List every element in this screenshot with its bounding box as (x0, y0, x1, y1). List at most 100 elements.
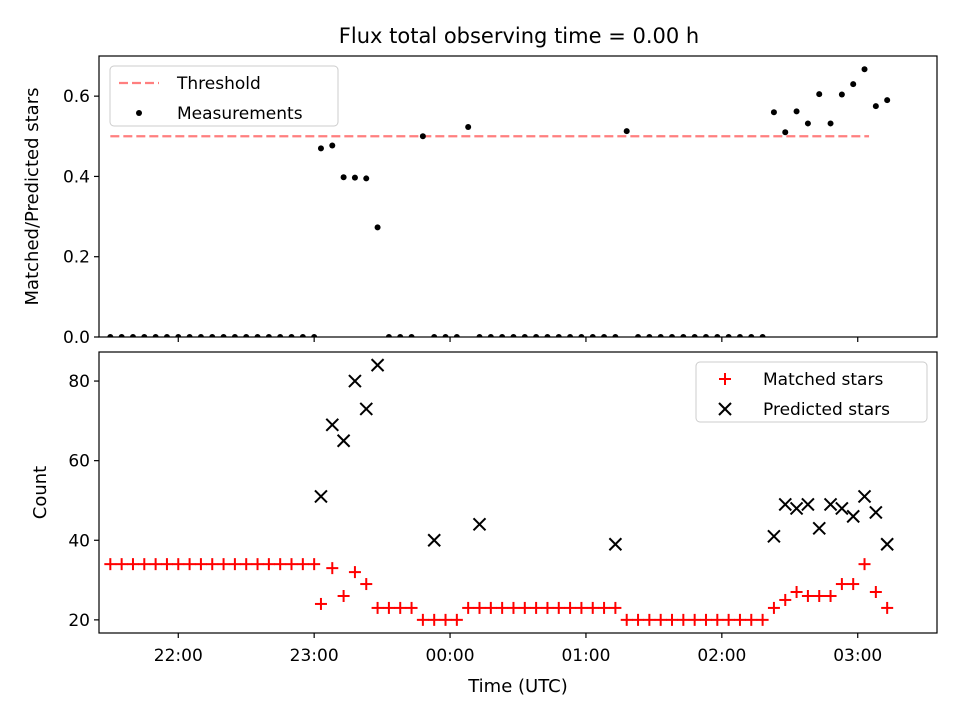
y-tick-label: 20 (68, 611, 90, 631)
matched-star-marker (371, 601, 384, 614)
predicted-star-marker-b (778, 497, 792, 512)
measurement-point (816, 91, 823, 98)
measurement-point (408, 334, 415, 337)
measurement-point (872, 103, 879, 110)
legend-label: Matched stars (763, 370, 883, 390)
legend: Threshold Measurements (109, 65, 339, 127)
predicted-star-marker-b (427, 533, 441, 547)
matched-star-marker (722, 613, 735, 626)
predicted-star-marker (846, 509, 860, 524)
matched-star-marker (507, 601, 520, 614)
y-axis-label: Matched/Predicted stars (22, 88, 43, 306)
matched-star-marker (745, 613, 758, 626)
matched-star-marker (654, 613, 667, 626)
predicted-star-marker (869, 505, 883, 520)
x-tick-label: 01:00 (561, 646, 610, 666)
matched-star-marker (541, 601, 554, 614)
matched-star-marker (666, 613, 679, 626)
measurement-point (714, 334, 721, 337)
matched-star-marker (285, 558, 298, 571)
matched-star-marker (869, 586, 882, 599)
matched-star-marker (217, 558, 230, 571)
matched-star-marker (251, 558, 264, 571)
predicted-star-marker (325, 418, 339, 432)
predicted-star-marker (880, 537, 894, 551)
matched-star-marker (643, 613, 656, 626)
predicted-star-marker (823, 497, 838, 512)
y-tick-label: 0.4 (63, 167, 90, 187)
matched-star-marker (138, 558, 151, 571)
measurement-point (555, 334, 562, 337)
matched-star-marker (518, 601, 531, 614)
predicted-star-marker (359, 402, 373, 416)
measurement-point (141, 334, 148, 337)
matched-star-marker (575, 601, 588, 614)
matched-star-marker (172, 558, 185, 571)
matched-star-marker (609, 601, 622, 614)
matched-star-marker (462, 601, 475, 614)
predicted-star-marker-b (801, 497, 815, 512)
matched-star-marker (711, 613, 724, 626)
measurement-point (129, 334, 136, 337)
measurement-point (635, 334, 642, 337)
measurement-point (107, 334, 114, 337)
predicted-star-marker-b (880, 537, 894, 551)
predicted-star-marker (767, 529, 781, 543)
legend-predicted-swatch (718, 402, 732, 416)
predicted-star-marker-b (370, 358, 385, 372)
matched-star-marker (206, 558, 219, 571)
matched-star-marker (699, 613, 712, 626)
measurement-point (861, 66, 868, 73)
predicted-star-marker (472, 517, 487, 532)
measurement-point (397, 334, 404, 337)
legend-label: Threshold (176, 74, 261, 94)
matched-star-marker (586, 601, 599, 614)
predicted-star-marker (427, 533, 441, 547)
measurement-point (850, 81, 857, 88)
measurement-point (254, 334, 261, 337)
matched-star-marker (733, 613, 746, 626)
matched-star-marker (688, 613, 701, 626)
predicted-star-marker-b (846, 509, 860, 524)
matched-star-marker (632, 613, 645, 626)
matched-star-marker (835, 578, 848, 591)
measurement-point (884, 97, 891, 104)
predicted-star-marker-b (812, 521, 826, 536)
predicted-star-marker-b (823, 497, 838, 512)
measurement-point (152, 334, 159, 337)
matched-star-marker (126, 558, 139, 571)
measurement-point (533, 334, 540, 337)
top-panel-flux-ratio: 0.0 0.2 0.4 0.6 Matched/Predicted stars Thres… (22, 55, 938, 348)
measurement-point (277, 334, 284, 337)
predicted-star-marker (789, 501, 804, 516)
x-tick-label: 23:00 (290, 646, 339, 666)
y-tick-label: 0.0 (63, 328, 90, 348)
measurement-point (521, 334, 528, 337)
plot-frame (98, 351, 938, 634)
measurement-point (680, 334, 687, 337)
measurement-point (804, 120, 811, 127)
measurement-point (385, 334, 392, 337)
predicted-star-marker-b (348, 374, 362, 388)
matched-star-marker (348, 566, 361, 579)
predicted-star-marker (314, 489, 328, 504)
bottom-panel-star-counts: 20 40 60 80 22:00 23:00 00:00 01:00 02:00 03:00 Co… (30, 351, 938, 697)
x-tick-label: 22:00 (154, 646, 203, 666)
measurement-point (329, 142, 336, 149)
measurement-point (299, 334, 306, 337)
predicted-star-marker (812, 521, 826, 536)
measurement-point (311, 334, 318, 337)
y-tick-label: 60 (68, 452, 90, 472)
measurement-point (578, 334, 585, 337)
plot-frame (98, 55, 938, 338)
measurement-point (374, 224, 381, 231)
predicted-star-marker (801, 497, 815, 512)
measurement-point (265, 334, 272, 337)
y-tick-label: 40 (68, 531, 90, 551)
predicted-star-marker (608, 537, 623, 551)
matched-star-marker (790, 586, 803, 599)
x-tick-label: 02:00 (697, 646, 746, 666)
matched-star-marker (115, 558, 128, 571)
matched-star-marker (326, 562, 339, 575)
